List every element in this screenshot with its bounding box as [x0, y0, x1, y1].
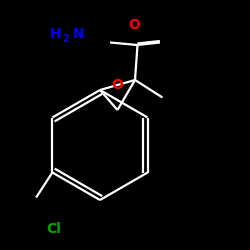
Text: Cl: Cl	[46, 222, 61, 236]
Text: O: O	[112, 78, 124, 92]
Text: N: N	[72, 27, 84, 41]
Text: H: H	[50, 27, 61, 41]
Text: O: O	[128, 18, 140, 32]
Text: 2: 2	[62, 34, 69, 44]
